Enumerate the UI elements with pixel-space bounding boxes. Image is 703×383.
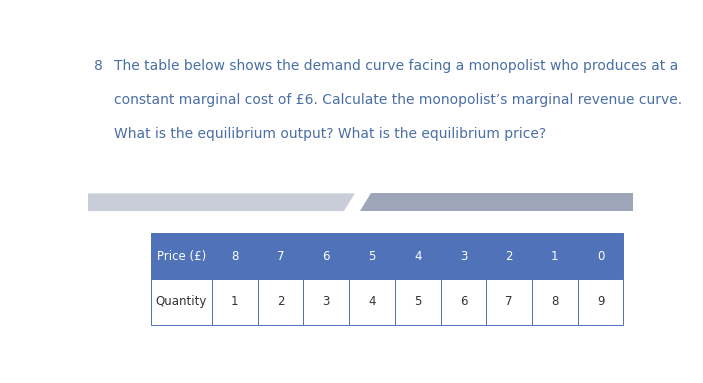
- Text: 7: 7: [277, 250, 284, 263]
- Polygon shape: [88, 193, 355, 211]
- Bar: [258, 279, 304, 325]
- Text: 5: 5: [414, 295, 421, 308]
- Text: 1: 1: [231, 295, 238, 308]
- Bar: [578, 279, 624, 325]
- Bar: [212, 279, 258, 325]
- Text: The table below shows the demand curve facing a monopolist who produces at a: The table below shows the demand curve f…: [114, 59, 678, 73]
- Text: Price (£): Price (£): [157, 250, 206, 263]
- Polygon shape: [361, 193, 633, 211]
- Bar: [578, 233, 624, 279]
- Text: 5: 5: [368, 250, 375, 263]
- Bar: [441, 279, 486, 325]
- Text: 9: 9: [597, 295, 605, 308]
- Text: 6: 6: [460, 295, 467, 308]
- Text: What is the equilibrium output? What is the equilibrium price?: What is the equilibrium output? What is …: [114, 127, 546, 141]
- Text: 3: 3: [460, 250, 467, 263]
- Text: 3: 3: [323, 295, 330, 308]
- Text: Quantity: Quantity: [155, 295, 207, 308]
- Bar: [349, 279, 395, 325]
- Text: 7: 7: [505, 295, 513, 308]
- Text: 8: 8: [94, 59, 103, 73]
- Bar: [486, 279, 532, 325]
- Bar: [441, 233, 486, 279]
- Bar: [349, 233, 395, 279]
- Text: 2: 2: [277, 295, 284, 308]
- Bar: [212, 233, 258, 279]
- Text: 0: 0: [597, 250, 605, 263]
- Text: 4: 4: [414, 250, 422, 263]
- Text: constant marginal cost of £6. Calculate the monopolist’s marginal revenue curve.: constant marginal cost of £6. Calculate …: [114, 93, 682, 107]
- Bar: [150, 233, 212, 279]
- Bar: [304, 279, 349, 325]
- Bar: [486, 233, 532, 279]
- Text: 8: 8: [551, 295, 559, 308]
- Text: 6: 6: [323, 250, 330, 263]
- Bar: [532, 233, 578, 279]
- Text: 8: 8: [231, 250, 238, 263]
- Text: 4: 4: [368, 295, 376, 308]
- Text: 2: 2: [505, 250, 513, 263]
- Bar: [304, 233, 349, 279]
- Text: 1: 1: [551, 250, 559, 263]
- Bar: [395, 233, 441, 279]
- Bar: [395, 279, 441, 325]
- Bar: [258, 233, 304, 279]
- Bar: [150, 279, 212, 325]
- Bar: [532, 279, 578, 325]
